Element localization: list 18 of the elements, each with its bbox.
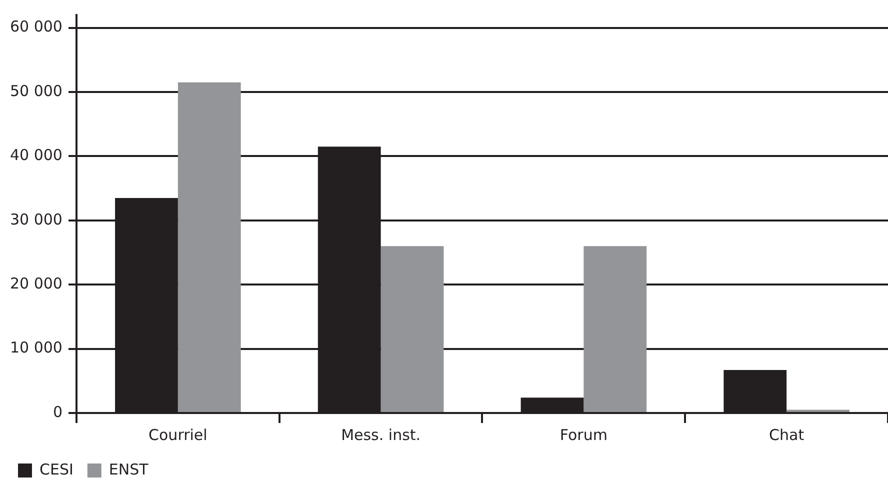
y-tick-label: 0 xyxy=(52,402,62,421)
bar xyxy=(178,82,241,412)
y-tick-label: 30 000 xyxy=(10,210,62,228)
legend-label: CESI xyxy=(40,460,74,478)
x-tick-label: Forum xyxy=(560,426,608,444)
bar xyxy=(724,370,787,412)
y-tick-label: 50 000 xyxy=(10,82,62,100)
x-tick-label: Mess. inst. xyxy=(341,426,421,444)
x-tick-label: Chat xyxy=(769,426,804,444)
bar xyxy=(380,246,444,412)
legend-label: ENST xyxy=(108,460,150,478)
y-tick-label: 40 000 xyxy=(10,146,62,164)
bar xyxy=(584,246,647,412)
bar xyxy=(520,398,584,412)
y-tick-label: 60 000 xyxy=(10,18,62,36)
y-tick-label: 20 000 xyxy=(10,274,62,293)
x-tick-label: Courriel xyxy=(148,426,208,444)
y-tick-label: 10 000 xyxy=(10,338,62,357)
